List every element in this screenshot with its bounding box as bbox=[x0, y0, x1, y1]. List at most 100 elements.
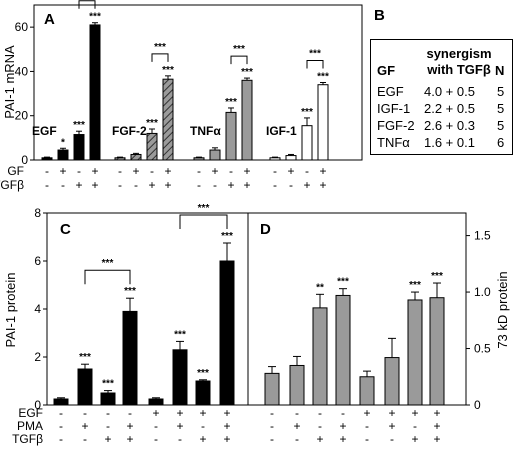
table-cell: FGF-2 bbox=[377, 118, 415, 133]
panel-c-bracket bbox=[179, 214, 228, 229]
panel-a-sign-tgfb: - bbox=[45, 178, 49, 192]
panel-d-condition-sign: - bbox=[341, 406, 345, 420]
panel-a-significance: *** bbox=[317, 72, 329, 83]
panel-a-sign-tgfb: - bbox=[118, 178, 122, 192]
panel-c-ytick-label: 6 bbox=[34, 254, 41, 268]
panel-a-ylabel: PAI-1 mRNA bbox=[2, 45, 17, 119]
table-cell: 5 bbox=[497, 118, 505, 133]
panel-d-significance: *** bbox=[409, 280, 421, 291]
panel-d-condition-sign: + bbox=[388, 406, 395, 420]
panel-d-condition-sign: - bbox=[295, 406, 299, 420]
panel-c-significance: *** bbox=[174, 329, 186, 340]
panel-a-bar bbox=[269, 157, 281, 161]
panel-c-condition-sign: - bbox=[83, 406, 87, 420]
panel-a-bar bbox=[57, 149, 69, 161]
panel-a-bracket bbox=[230, 55, 248, 65]
panel-d-condition-sign: + bbox=[388, 419, 395, 433]
panel-c-bracket-label: *** bbox=[102, 258, 114, 269]
panel-c-condition-sign: + bbox=[126, 419, 133, 433]
panel-c-condition-sign: + bbox=[199, 432, 206, 446]
panel-d-bar bbox=[407, 299, 423, 406]
panel-c-letter: C bbox=[60, 221, 71, 238]
panel-d-ytick-label: 1.5 bbox=[474, 229, 491, 243]
panel-d-condition-sign: - bbox=[365, 432, 369, 446]
panel-d-condition-sign: - bbox=[295, 432, 299, 446]
panel-a-sign-tgfb: - bbox=[273, 178, 277, 192]
panel-a-sign-gf: + bbox=[59, 164, 66, 178]
panel-c-condition-sign: - bbox=[59, 406, 63, 420]
panel-c-condition-sign: - bbox=[178, 432, 182, 446]
panel-a-sign-tgfb: + bbox=[164, 178, 171, 192]
panel-a-sign-gf: + bbox=[164, 164, 171, 178]
panel-c-condition-sign: - bbox=[201, 419, 205, 433]
panel-a-bar bbox=[241, 79, 253, 161]
panel-d-bar bbox=[289, 364, 305, 406]
panel-c-bracket bbox=[84, 269, 131, 285]
panel-d-condition-sign: + bbox=[433, 406, 440, 420]
panel-a-sign-gf: + bbox=[132, 164, 139, 178]
panel-d-condition-sign: - bbox=[390, 432, 394, 446]
panel-a-significance: *** bbox=[89, 12, 101, 23]
panel-d-condition-sign: - bbox=[270, 419, 274, 433]
condition-row-label: PMA bbox=[17, 419, 43, 433]
panel-d-bar bbox=[335, 294, 351, 406]
panel-a-bar bbox=[130, 153, 142, 161]
panel-c-ytick-label: 4 bbox=[34, 302, 41, 316]
panel-a-significance: *** bbox=[162, 65, 174, 76]
panel-d-ytick-label: 0.5 bbox=[474, 342, 491, 356]
panel-a-bar bbox=[193, 157, 205, 161]
panel-c-ytick-label: 8 bbox=[34, 206, 41, 220]
panel-c-condition-sign: + bbox=[223, 406, 230, 420]
panel-b-letter: B bbox=[374, 7, 385, 24]
panel-c-condition-sign: + bbox=[176, 419, 183, 433]
panel-d-ytick-label: 0 bbox=[474, 398, 481, 412]
panel-a-sign-gf: + bbox=[287, 164, 294, 178]
panel-a-sign-gf: - bbox=[305, 164, 309, 178]
panel-c-bar bbox=[100, 392, 116, 406]
panel-d-significance: ** bbox=[316, 282, 324, 293]
panel-a-bracket-label: *** bbox=[309, 49, 321, 60]
panel-d-condition-sign: - bbox=[270, 432, 274, 446]
panel-c-condition-sign: + bbox=[223, 432, 230, 446]
panel-d-condition-sign: - bbox=[318, 406, 322, 420]
panel-c-condition-sign: + bbox=[223, 419, 230, 433]
panel-d-bar bbox=[384, 357, 400, 406]
panel-a-significance: *** bbox=[146, 118, 158, 129]
panel-a-sign-tgfb: - bbox=[289, 178, 293, 192]
panel-d-bar bbox=[429, 297, 445, 406]
panel-c-condition-sign: - bbox=[106, 406, 110, 420]
panel-a-row-label-tgfb: TGFβ bbox=[0, 178, 24, 192]
panel-a-ytick-label: 40 bbox=[15, 64, 29, 78]
panel-a-sign-tgfb: + bbox=[227, 178, 234, 192]
panel-a-bar bbox=[41, 157, 53, 161]
panel-c-condition-sign: - bbox=[59, 419, 63, 433]
panel-a-bar bbox=[301, 125, 313, 161]
panel-d-condition-sign: + bbox=[293, 419, 300, 433]
panel-a-sign-tgfb: - bbox=[213, 178, 217, 192]
panel-c-significance: *** bbox=[124, 286, 136, 297]
panel-a-ytick-label: 20 bbox=[15, 109, 29, 123]
condition-row-label: TGFβ bbox=[12, 432, 43, 446]
panel-a-significance: * bbox=[61, 137, 65, 148]
table-cell: 2.2 + 0.5 bbox=[424, 101, 475, 116]
table-cell: 5 bbox=[497, 84, 505, 99]
panel-d-condition-sign: + bbox=[339, 419, 346, 433]
panel-c-significance: *** bbox=[221, 231, 233, 242]
panel-d-condition-sign: + bbox=[433, 432, 440, 446]
panel-c-condition-sign: - bbox=[154, 419, 158, 433]
panel-a-sign-tgfb: + bbox=[303, 178, 310, 192]
panel-d-condition-sign: + bbox=[363, 406, 370, 420]
panel-a-sign-tgfb: + bbox=[243, 178, 250, 192]
panel-a-sign-tgfb: - bbox=[134, 178, 138, 192]
panel-a-bar bbox=[73, 134, 85, 161]
panel-d-bar bbox=[264, 372, 280, 406]
panel-c-significance: *** bbox=[197, 368, 209, 379]
col-synergism-header: synergism with TGFβ bbox=[426, 46, 492, 77]
panel-c-bar bbox=[172, 349, 188, 406]
panel-a-sign-gf: - bbox=[229, 164, 233, 178]
panel-a-sign-gf: - bbox=[273, 164, 277, 178]
synergism-table: GF synergism with TGFβ N EGF 4.0 + 0.5 5… bbox=[370, 39, 513, 155]
panel-a-sign-gf: - bbox=[197, 164, 201, 178]
panel-a-group-label: FGF-2 bbox=[112, 124, 147, 138]
panel-a-sign-gf: + bbox=[319, 164, 326, 178]
